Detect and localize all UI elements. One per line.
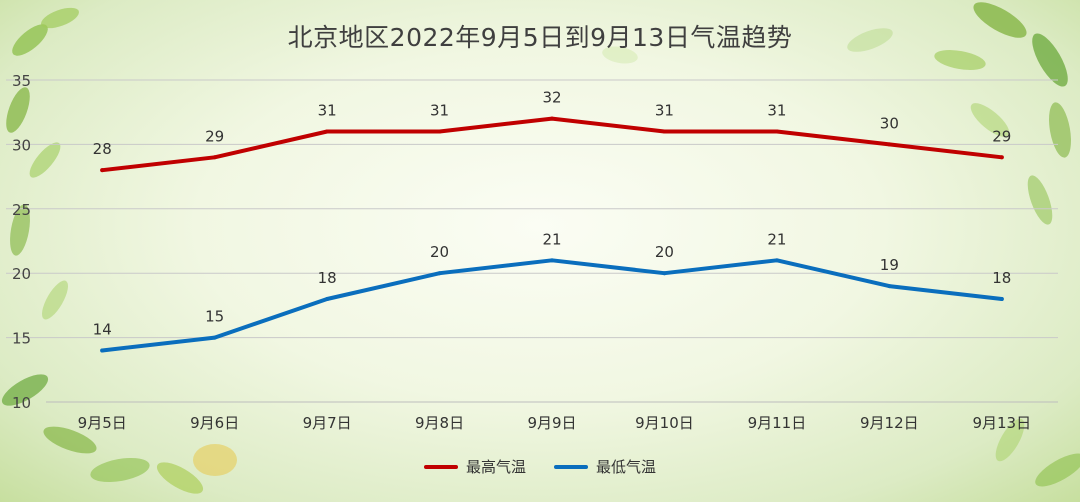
leaf-decoration [193,444,237,476]
series-line-low [100,258,1004,353]
data-point [550,258,554,263]
legend: 最高气温 最低气温 [0,456,1080,477]
data-label: 20 [655,243,674,261]
leaf-decoration [1049,102,1071,158]
data-point [100,168,105,173]
data-label: 15 [205,308,224,326]
leaf-decoration [29,142,61,178]
data-point [325,296,330,301]
legend-label-high: 最高气温 [465,458,526,476]
leaf-decoration [602,46,638,64]
leaf-decoration [12,24,48,56]
legend-item-high: 最高气温 [423,456,526,477]
data-label: 14 [93,320,112,338]
data-label: 31 [318,102,337,120]
data-label: 28 [93,140,112,158]
data-point [887,142,892,147]
legend-item-low: 最低气温 [554,456,656,477]
leaf-decoration [1027,175,1053,225]
leaf-decoration [90,457,150,483]
data-point [774,129,779,134]
data-point [325,129,330,134]
data-label: 18 [992,269,1011,287]
x-tick-label: 9月8日 [415,414,464,432]
leaf-decoration [1032,33,1068,87]
x-tick-label: 9月12日 [860,414,919,432]
x-tick-label: 9月11日 [748,414,807,432]
y-tick-label: 20 [12,265,31,283]
data-label: 30 [880,114,899,132]
data-point [774,258,779,263]
data-point [999,296,1004,301]
leaf-decoration [934,50,986,70]
data-point [887,284,892,289]
data-point [100,348,105,353]
data-point [437,271,442,276]
leaf-decoration [970,103,1010,137]
data-label: 20 [430,243,449,261]
legend-swatch-high [423,464,458,469]
leaf-decoration [156,462,204,494]
data-label: 29 [992,127,1011,145]
legend-swatch-low [554,464,588,469]
chart-title: 北京地区2022年9月5日到9月13日气温趋势 [287,23,793,52]
data-point [662,129,667,134]
y-tick-label: 25 [12,201,31,219]
y-tick-label: 35 [12,72,31,90]
leaf-decoration [847,28,893,52]
data-point [999,155,1004,160]
leaf-decoration [42,280,68,320]
data-point [550,116,554,121]
data-label: 29 [205,127,224,145]
leaf-decoration [6,87,30,133]
leaf-decoration [973,2,1027,38]
data-point [437,129,442,134]
data-point [662,271,667,276]
data-label: 19 [880,256,899,274]
data-label: 21 [767,230,786,248]
x-tick-label: 9月5日 [78,414,127,432]
data-label: 18 [318,269,337,287]
leaf-decoration [1,374,49,406]
legend-label-low: 最低气温 [596,458,657,476]
data-label: 31 [655,102,674,120]
data-label: 31 [430,102,449,120]
x-tick-label: 9月7日 [303,414,352,432]
leaf-decoration [41,7,79,29]
leaf-decoration [995,418,1025,462]
x-tick-label: 9月9日 [527,414,576,432]
data-label: 21 [542,230,561,248]
y-tick-label: 10 [12,394,31,412]
x-tick-label: 9月6日 [190,414,239,432]
data-label: 31 [767,102,786,120]
y-tick-label: 30 [12,136,31,154]
x-tick-label: 9月13日 [972,414,1031,432]
data-point [212,155,217,160]
data-point [212,335,217,340]
leaf-decoration [1035,453,1080,487]
y-tick-label: 15 [12,330,31,348]
x-tick-label: 9月10日 [635,414,694,432]
data-label: 32 [542,89,561,107]
leaf-decoration [43,426,97,454]
leaf-decoration [10,204,30,256]
